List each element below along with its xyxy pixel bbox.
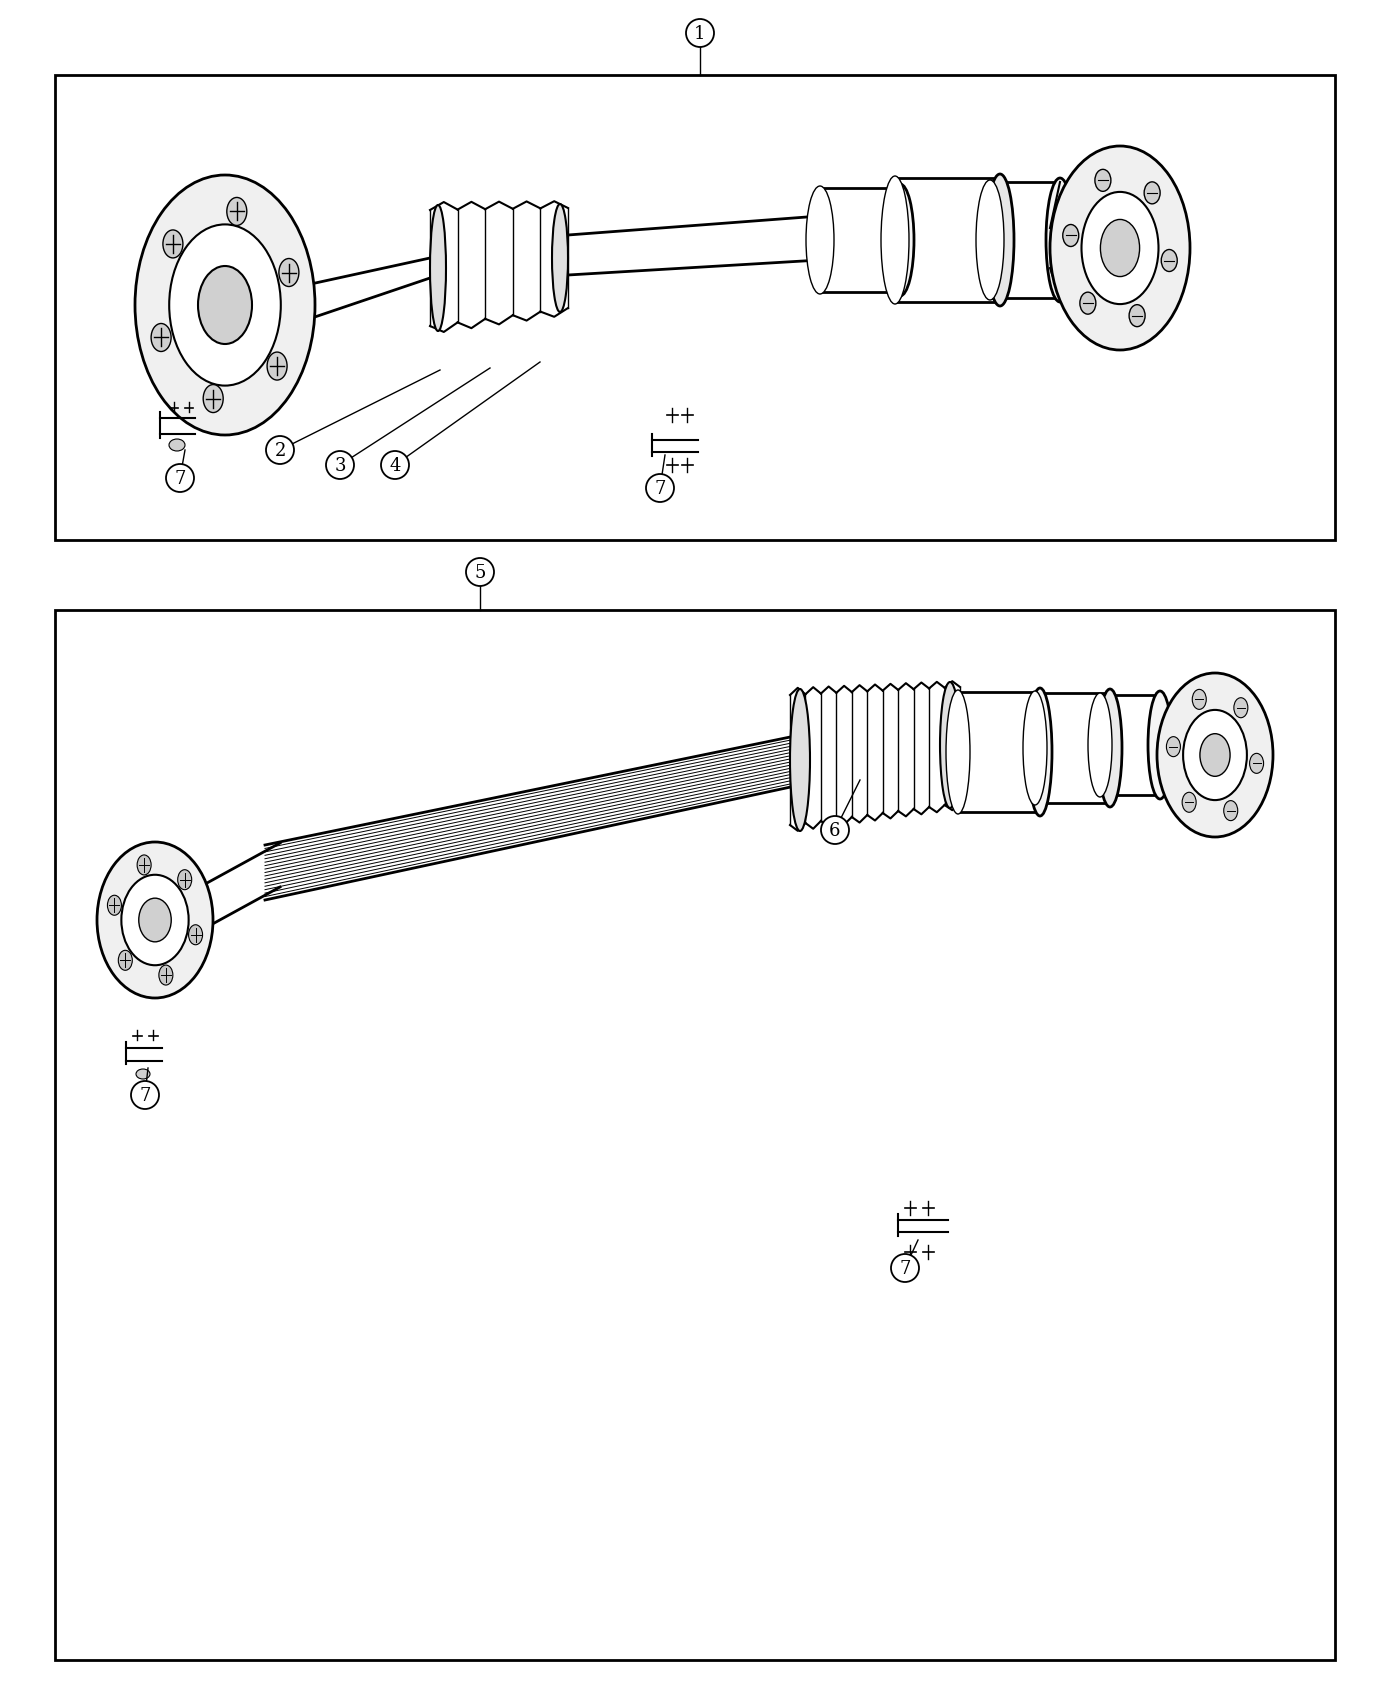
Bar	[55, 610, 1336, 1659]
Ellipse shape	[806, 185, 834, 294]
Ellipse shape	[886, 184, 914, 296]
Ellipse shape	[189, 925, 203, 945]
Ellipse shape	[134, 175, 315, 435]
Circle shape	[686, 19, 714, 48]
Ellipse shape	[1144, 182, 1161, 204]
Ellipse shape	[97, 842, 213, 998]
Ellipse shape	[790, 688, 811, 831]
Text: 5: 5	[475, 564, 486, 581]
Ellipse shape	[158, 966, 172, 984]
Ellipse shape	[139, 898, 171, 942]
Ellipse shape	[1081, 192, 1159, 304]
Circle shape	[381, 450, 409, 479]
Ellipse shape	[946, 690, 970, 814]
Circle shape	[890, 1255, 918, 1282]
Ellipse shape	[1156, 673, 1273, 836]
Text: 4: 4	[389, 457, 400, 474]
Ellipse shape	[119, 950, 133, 971]
Ellipse shape	[1100, 219, 1140, 277]
Text: 7: 7	[175, 469, 186, 488]
Ellipse shape	[162, 230, 183, 258]
Ellipse shape	[1193, 690, 1207, 709]
Ellipse shape	[279, 258, 298, 287]
Ellipse shape	[122, 876, 189, 966]
Ellipse shape	[976, 180, 1004, 299]
Ellipse shape	[1079, 292, 1096, 314]
Bar	[55, 75, 1336, 541]
Ellipse shape	[1166, 736, 1180, 756]
Ellipse shape	[1233, 697, 1247, 717]
Ellipse shape	[227, 197, 246, 226]
Ellipse shape	[1182, 792, 1196, 813]
Ellipse shape	[1050, 146, 1190, 350]
Ellipse shape	[267, 352, 287, 381]
Circle shape	[266, 435, 294, 464]
Ellipse shape	[169, 224, 281, 386]
Ellipse shape	[169, 439, 185, 451]
Ellipse shape	[881, 177, 909, 304]
Ellipse shape	[1130, 304, 1145, 326]
Ellipse shape	[136, 1069, 150, 1080]
Text: 7: 7	[899, 1260, 910, 1278]
Ellipse shape	[1148, 690, 1172, 799]
Ellipse shape	[1028, 688, 1051, 816]
Text: 6: 6	[829, 823, 841, 840]
Ellipse shape	[178, 870, 192, 889]
Ellipse shape	[1161, 250, 1177, 272]
Circle shape	[132, 1081, 160, 1108]
Text: 3: 3	[335, 457, 346, 474]
Circle shape	[466, 558, 494, 586]
Ellipse shape	[1200, 734, 1231, 777]
Ellipse shape	[552, 204, 568, 313]
Ellipse shape	[1183, 711, 1247, 801]
Ellipse shape	[1046, 178, 1074, 303]
Ellipse shape	[1088, 694, 1112, 797]
Text: 7: 7	[654, 479, 665, 498]
Ellipse shape	[986, 173, 1014, 306]
Text: 7: 7	[140, 1086, 151, 1105]
Circle shape	[820, 816, 848, 843]
Ellipse shape	[939, 682, 960, 808]
Ellipse shape	[1095, 170, 1110, 192]
Ellipse shape	[203, 384, 223, 413]
Ellipse shape	[1023, 690, 1047, 806]
Ellipse shape	[1098, 688, 1121, 807]
Ellipse shape	[1250, 753, 1264, 774]
Text: 2: 2	[274, 442, 286, 461]
Ellipse shape	[197, 265, 252, 343]
Circle shape	[167, 464, 195, 491]
Text: 1: 1	[694, 26, 706, 42]
Ellipse shape	[430, 206, 447, 332]
Ellipse shape	[1224, 801, 1238, 821]
Ellipse shape	[1063, 224, 1079, 246]
Circle shape	[326, 450, 354, 479]
Ellipse shape	[151, 323, 171, 352]
Ellipse shape	[108, 896, 122, 915]
Circle shape	[645, 474, 673, 502]
Ellipse shape	[137, 855, 151, 876]
